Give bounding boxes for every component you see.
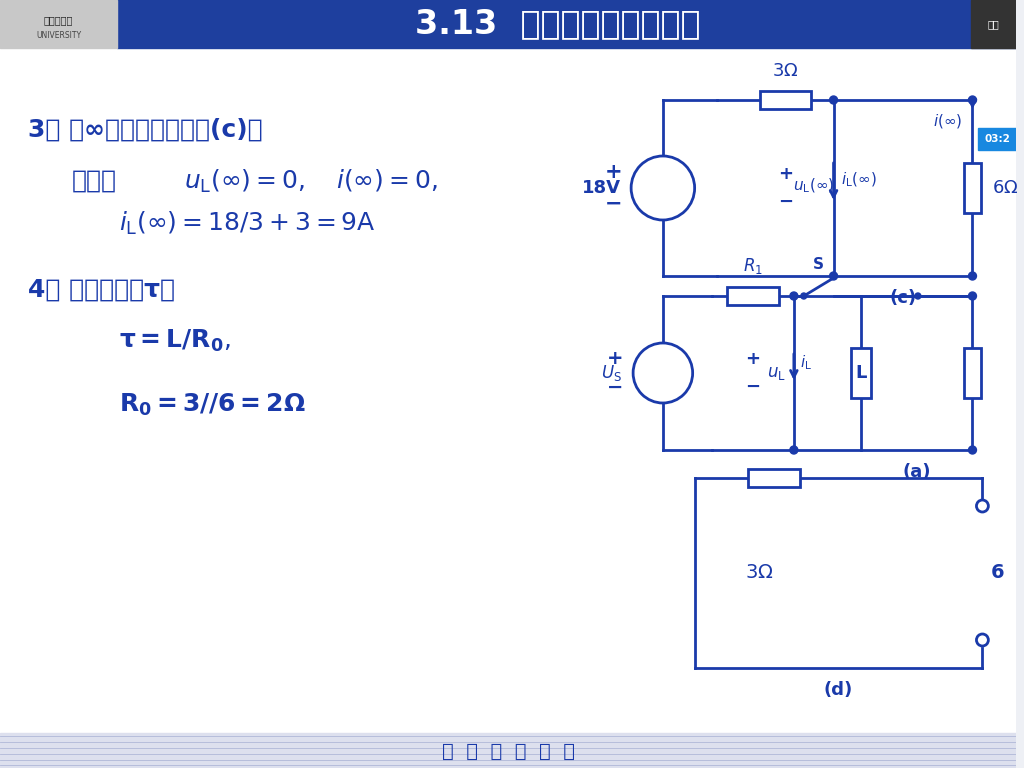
Text: $u_{\mathrm{L}}$: $u_{\mathrm{L}}$ <box>767 364 785 382</box>
Text: 03:2: 03:2 <box>984 134 1011 144</box>
Circle shape <box>801 293 807 299</box>
Text: 中国: 中国 <box>987 19 999 29</box>
Text: −: − <box>604 194 622 214</box>
Bar <box>117 0 1016 48</box>
Text: $3\Omega$: $3\Omega$ <box>744 564 773 582</box>
Circle shape <box>829 96 838 104</box>
Text: +: + <box>778 165 794 183</box>
Bar <box>964 163 981 213</box>
Text: $i(\infty)$: $i(\infty)$ <box>933 112 963 130</box>
Text: $i_{\mathrm{L}}$: $i_{\mathrm{L}}$ <box>800 353 812 372</box>
Text: 昼然有: 昼然有 <box>72 169 117 193</box>
Bar <box>0 733 1016 768</box>
Text: 电  路  分  析  基  础: 电 路 分 析 基 础 <box>441 741 574 760</box>
Text: −: − <box>607 378 624 396</box>
Bar <box>749 469 800 487</box>
Text: (c): (c) <box>890 289 916 307</box>
Text: $u_{\mathrm{L}}(\infty)$: $u_{\mathrm{L}}(\infty)$ <box>793 177 835 195</box>
Circle shape <box>914 293 921 299</box>
Bar <box>979 128 1016 150</box>
Circle shape <box>969 292 977 300</box>
Circle shape <box>829 272 838 280</box>
Text: UNIVERSITY: UNIVERSITY <box>36 31 81 39</box>
Circle shape <box>631 156 694 220</box>
Circle shape <box>977 500 988 512</box>
Bar <box>964 348 981 398</box>
Text: −: − <box>778 193 794 211</box>
Bar <box>727 287 779 305</box>
Circle shape <box>969 96 977 104</box>
Circle shape <box>790 292 798 300</box>
Text: $R_1$: $R_1$ <box>743 256 763 276</box>
Text: 4） 计算时常数τ。: 4） 计算时常数τ。 <box>28 278 175 302</box>
Text: +: + <box>607 349 624 369</box>
Text: $i_{\mathrm{L}}(\infty)$: $i_{\mathrm{L}}(\infty)$ <box>842 170 878 189</box>
Text: $6\Omega$: $6\Omega$ <box>992 179 1019 197</box>
Text: 6: 6 <box>990 564 1004 582</box>
Text: L: L <box>856 364 867 382</box>
Text: $3\Omega$: $3\Omega$ <box>772 62 799 80</box>
Text: $u_{\mathrm{L}}(\infty) = 0,$   $i(\infty) = 0,$: $u_{\mathrm{L}}(\infty) = 0,$ $i(\infty)… <box>183 167 437 194</box>
Text: +: + <box>744 350 760 368</box>
Circle shape <box>790 446 798 454</box>
Bar <box>0 0 117 48</box>
Text: $\mathbf{\tau = L/R_0},$: $\mathbf{\tau = L/R_0},$ <box>119 328 230 354</box>
Circle shape <box>969 446 977 454</box>
Circle shape <box>977 634 988 646</box>
Text: 3.13  一阶电路三要素计算: 3.13 一阶电路三要素计算 <box>415 8 700 41</box>
Text: S: S <box>813 257 824 272</box>
Text: (d): (d) <box>824 681 853 699</box>
Text: 3） 画∞等效电路，如图(c)。: 3） 画∞等效电路，如图(c)。 <box>28 118 262 142</box>
Bar <box>0 48 1016 733</box>
Circle shape <box>633 343 692 403</box>
Bar <box>971 0 1016 48</box>
Text: $U_{\mathrm{S}}$: $U_{\mathrm{S}}$ <box>601 363 623 383</box>
Text: $\mathbf{R_0 = 3//6 = 2\Omega}$: $\mathbf{R_0 = 3//6 = 2\Omega}$ <box>119 392 306 418</box>
Text: (a): (a) <box>903 463 931 481</box>
Text: −: − <box>744 378 760 396</box>
Bar <box>851 348 871 398</box>
Text: $i_{\mathrm{L}}(\infty) = 18/3 + 3 = 9\mathrm{A}$: $i_{\mathrm{L}}(\infty) = 18/3 + 3 = 9\m… <box>119 210 376 237</box>
Text: 子科技大学: 子科技大学 <box>44 15 74 25</box>
Circle shape <box>969 272 977 280</box>
Bar <box>760 91 811 109</box>
Text: 18V: 18V <box>583 179 622 197</box>
Text: +: + <box>604 162 622 182</box>
